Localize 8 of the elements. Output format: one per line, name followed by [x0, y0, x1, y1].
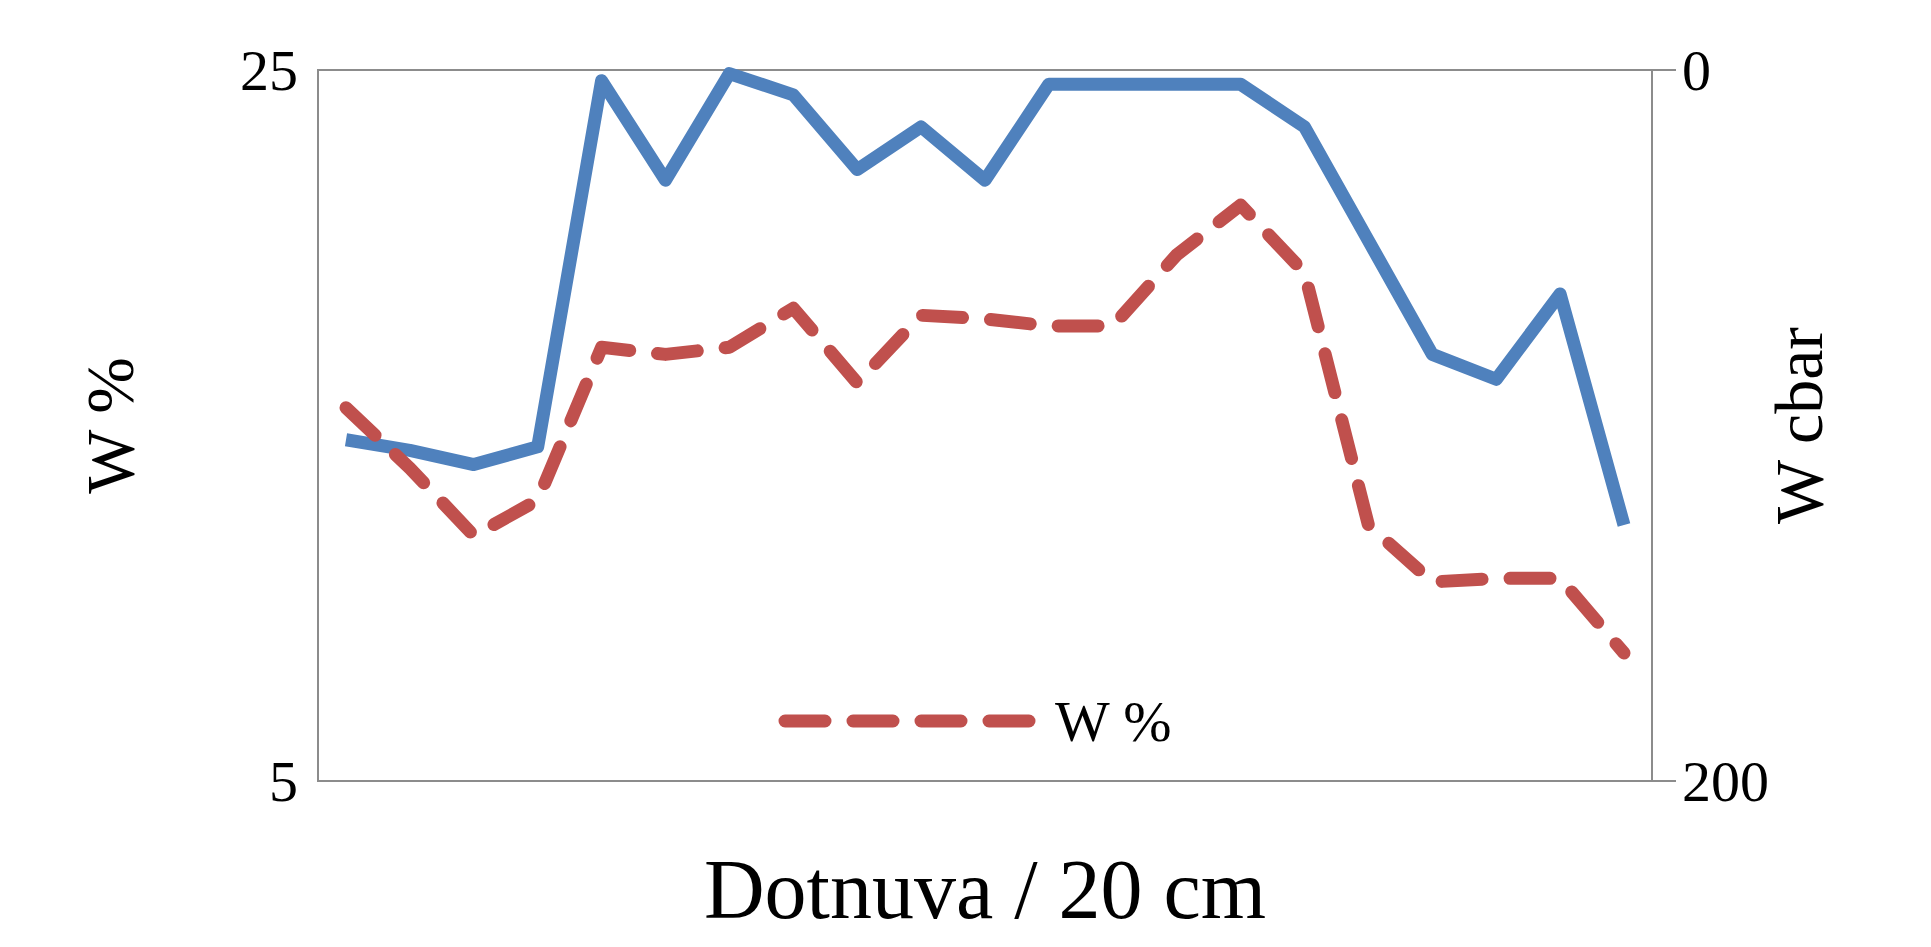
y2-tick-label: 200: [1682, 749, 1769, 815]
legend-label: W %: [1055, 689, 1172, 755]
y-tick-label: 25: [240, 38, 298, 104]
y2-axis-title: W cbar: [1761, 326, 1837, 524]
x-axis-title: Dotnuva / 20 cm: [703, 843, 1267, 936]
y-tick-label: 5: [269, 749, 298, 815]
y-axis-title: W %: [72, 357, 148, 494]
y2-tick-label: 0: [1682, 38, 1711, 104]
